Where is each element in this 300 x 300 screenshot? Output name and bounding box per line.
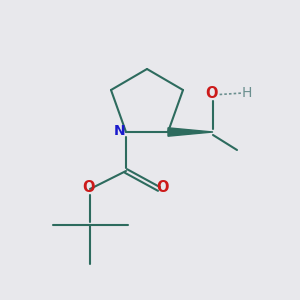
Text: O: O [82, 180, 95, 195]
Text: O: O [156, 180, 169, 195]
Polygon shape [168, 128, 213, 136]
Text: N: N [114, 124, 125, 137]
Text: O: O [205, 85, 218, 100]
Text: H: H [242, 86, 252, 100]
